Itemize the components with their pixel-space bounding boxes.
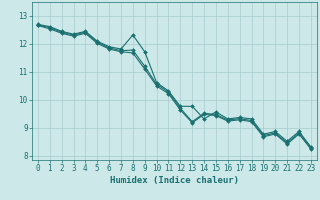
- X-axis label: Humidex (Indice chaleur): Humidex (Indice chaleur): [110, 176, 239, 185]
